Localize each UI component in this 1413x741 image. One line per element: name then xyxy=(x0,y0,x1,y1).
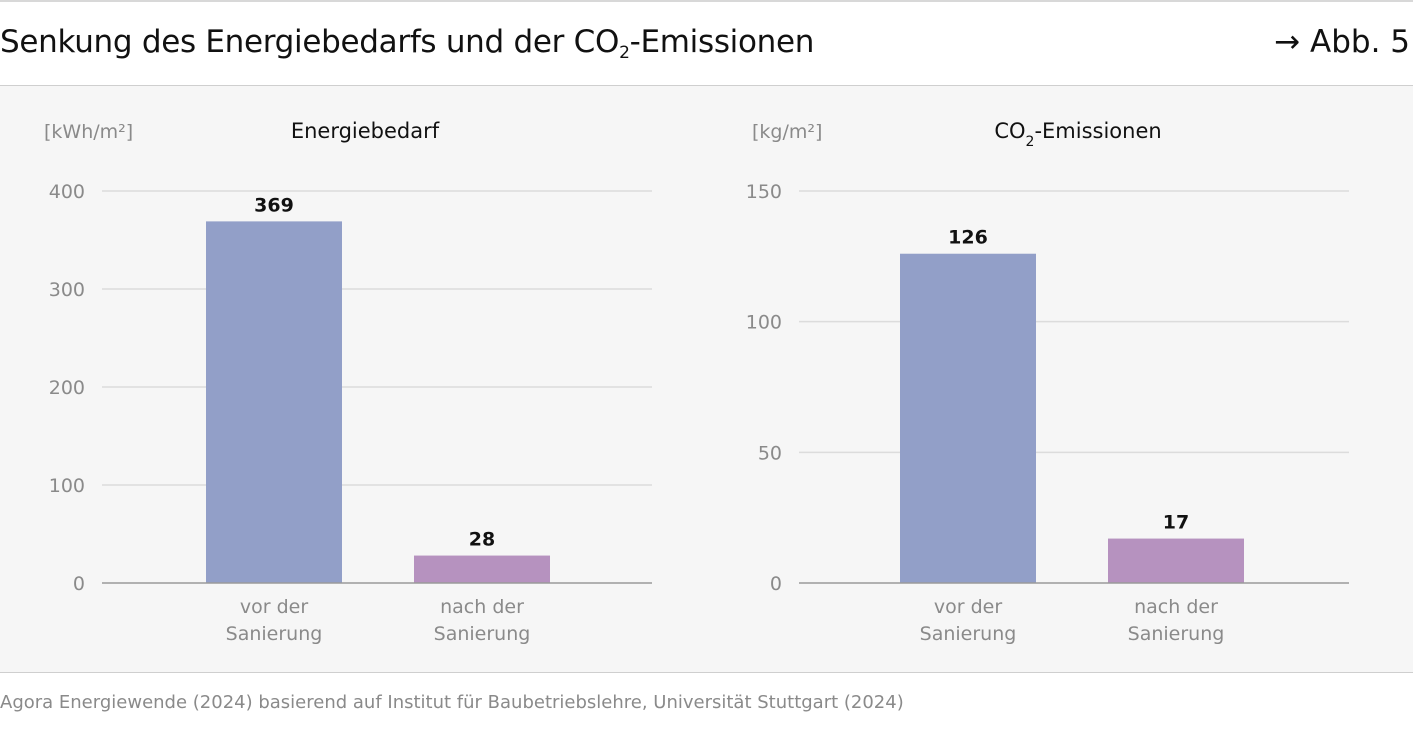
bar-value-label: 17 xyxy=(1163,512,1189,534)
y-unit-label: [kWh/m²] xyxy=(44,121,133,143)
chart-title: Energiebedarf xyxy=(291,119,440,143)
top-rule xyxy=(0,0,1413,2)
figure-title-prefix: Senkung des Energiebedarfs und der CO xyxy=(0,24,620,60)
figure-header: Senkung des Energiebedarfs und der CO2-E… xyxy=(0,2,1413,86)
figure-title-suffix: -Emissionen xyxy=(629,24,815,60)
bar-value-label: 28 xyxy=(469,529,495,551)
x-category-label: Sanierung xyxy=(226,623,323,645)
charts-canvas: [kWh/m²] Energiebedarf 0 100 200 300 400 369 vor… xyxy=(44,119,1349,645)
figure-title-subscript: 2 xyxy=(619,43,630,63)
figure-title: Senkung des Energiebedarfs und der CO2-E… xyxy=(0,24,815,63)
x-category-label: nach der xyxy=(440,596,524,618)
bar-before-renovation xyxy=(900,253,1036,583)
y-tick-label: 400 xyxy=(49,181,85,203)
bar-value-label: 369 xyxy=(254,194,294,216)
x-category-label: Sanierung xyxy=(1128,623,1225,645)
y-tick-label: 100 xyxy=(746,312,782,334)
x-category-label: nach der xyxy=(1134,596,1218,618)
chart-title: CO2-Emissionen xyxy=(994,119,1161,150)
bar-value-label: 126 xyxy=(948,227,988,249)
x-category-label: vor der xyxy=(934,596,1002,618)
y-tick-label: 100 xyxy=(49,475,85,497)
figure-reference: → Abb. 5 xyxy=(1274,24,1410,60)
bar-after-renovation xyxy=(414,555,550,583)
y-unit-label: [kg/m²] xyxy=(752,121,822,143)
x-category-label: vor der xyxy=(240,596,308,618)
y-tick-label: 200 xyxy=(49,377,85,399)
y-tick-label: 0 xyxy=(73,573,85,595)
x-category-label: Sanierung xyxy=(434,623,531,645)
y-tick-label: 0 xyxy=(770,573,782,595)
chart-panel: [kWh/m²] Energiebedarf 0 100 200 300 400 369 vor… xyxy=(0,86,1413,673)
y-tick-label: 150 xyxy=(746,181,782,203)
y-tick-label: 50 xyxy=(758,442,782,464)
bar-after-renovation xyxy=(1108,538,1244,583)
y-tick-label: 300 xyxy=(49,279,85,301)
x-category-label: Sanierung xyxy=(920,623,1017,645)
source-note: Agora Energiewende (2024) basierend auf … xyxy=(0,692,904,713)
bar-before-renovation xyxy=(206,221,342,583)
